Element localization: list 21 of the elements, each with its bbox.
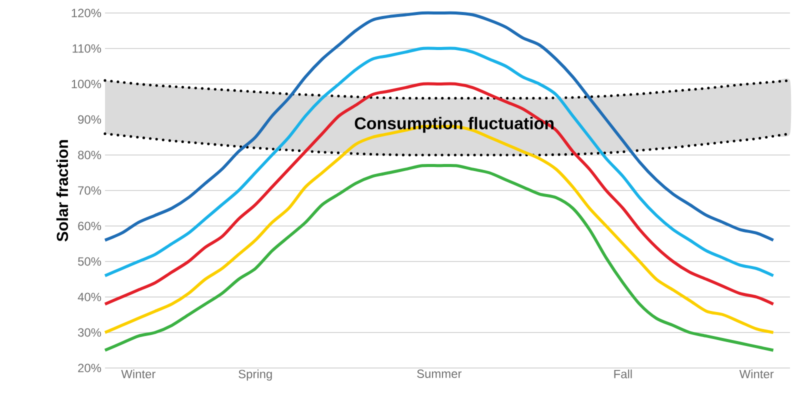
x-tick-label: Winter — [739, 370, 774, 378]
y-tick-label: 100% — [72, 80, 102, 88]
y-tick-label: 120% — [72, 8, 102, 18]
y-tick-label: 90% — [78, 115, 102, 124]
line-series — [104, 46, 775, 278]
y-tick-label: 60% — [78, 222, 102, 230]
y-tick-label: 50% — [78, 257, 102, 266]
x-tick-label: Winter — [121, 370, 156, 378]
y-tick-label: 80% — [78, 150, 102, 160]
y-tick-label: 30% — [78, 328, 102, 337]
x-tick-label: Summer — [417, 370, 462, 378]
y-tick-label: 70% — [78, 186, 102, 195]
y-tick-label: 20% — [78, 364, 102, 372]
y-axis-title: Solar fraction — [56, 140, 68, 242]
x-tick-label: Fall — [614, 370, 632, 378]
line-series — [104, 164, 775, 352]
line-series — [104, 11, 775, 242]
y-tick-label: 40% — [78, 292, 102, 302]
x-tick-label: Spring — [238, 370, 272, 381]
line-series — [104, 82, 775, 306]
y-tick-label: 110% — [72, 44, 102, 53]
